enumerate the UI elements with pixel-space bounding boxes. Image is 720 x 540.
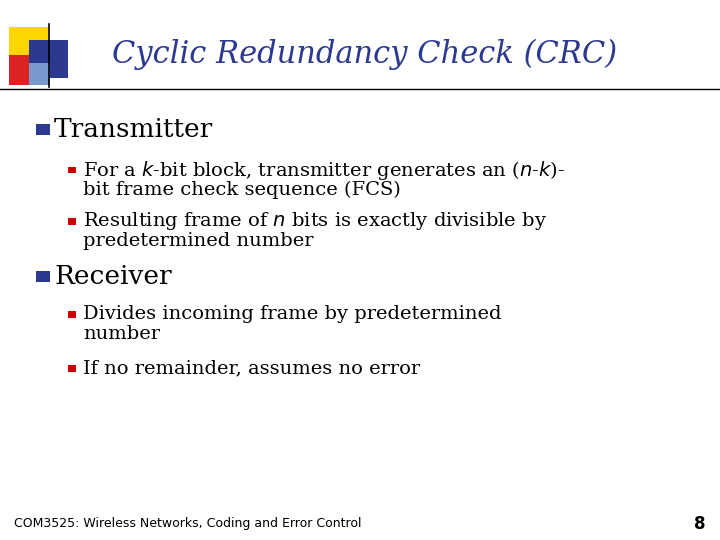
Bar xyxy=(36,124,50,135)
Bar xyxy=(68,167,76,173)
Bar xyxy=(9,55,48,85)
Bar xyxy=(29,63,50,85)
Bar xyxy=(36,271,50,282)
Text: For a $k$-bit block, transmitter generates an ($n$-$k$)-: For a $k$-bit block, transmitter generat… xyxy=(83,159,564,181)
Text: Resulting frame of $n$ bits is exactly divisible by: Resulting frame of $n$ bits is exactly d… xyxy=(83,211,547,232)
Bar xyxy=(68,311,76,318)
Text: Receiver: Receiver xyxy=(54,264,171,289)
Text: Transmitter: Transmitter xyxy=(54,117,213,142)
Text: Cyclic Redundancy Check (CRC): Cyclic Redundancy Check (CRC) xyxy=(112,38,617,70)
Text: predetermined number: predetermined number xyxy=(83,232,313,251)
Text: 8: 8 xyxy=(694,515,706,533)
Text: bit frame check sequence (FCS): bit frame check sequence (FCS) xyxy=(83,181,400,199)
Bar xyxy=(29,40,68,78)
Bar xyxy=(68,218,76,225)
Bar xyxy=(68,365,76,372)
Text: number: number xyxy=(83,325,160,343)
Text: Divides incoming frame by predetermined: Divides incoming frame by predetermined xyxy=(83,305,501,323)
Bar xyxy=(9,27,48,65)
Text: If no remainder, assumes no error: If no remainder, assumes no error xyxy=(83,359,420,377)
Text: COM3525: Wireless Networks, Coding and Error Control: COM3525: Wireless Networks, Coding and E… xyxy=(14,517,362,530)
